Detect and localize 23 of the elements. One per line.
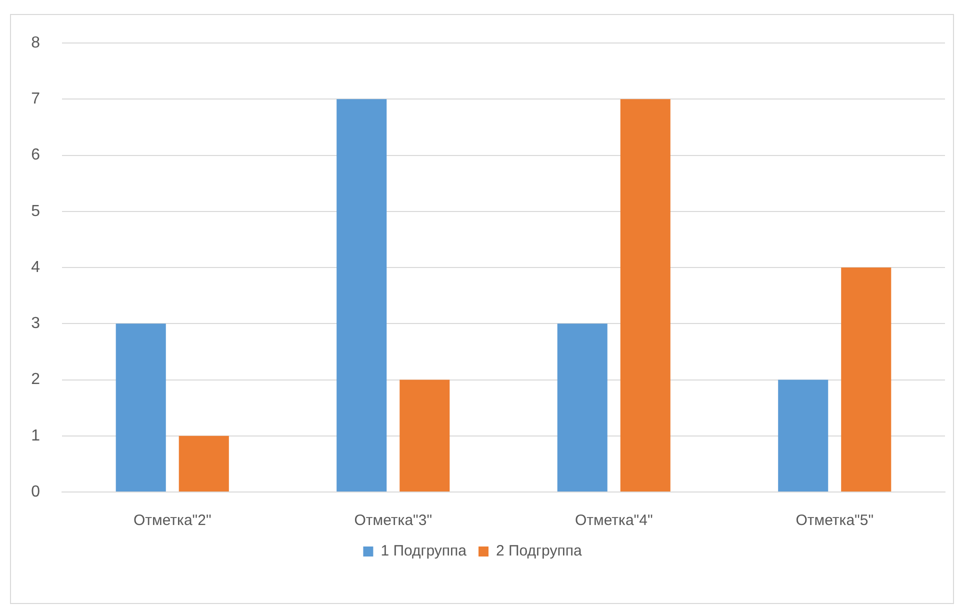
y-tick-label: 3 (31, 315, 40, 332)
bar (557, 324, 608, 492)
legend-label: 1 Подгруппа (380, 542, 468, 560)
x-tick-label: Отметка"4" (574, 512, 653, 530)
x-tick-label: Отметка"2" (133, 512, 212, 530)
y-tick-label: 2 (31, 371, 40, 388)
x-tick-label: Отметка"3" (354, 512, 432, 530)
y-tick-label: 7 (31, 90, 40, 108)
y-tick-label: 0 (31, 483, 40, 500)
y-tick-label: 5 (31, 202, 40, 220)
bar (336, 99, 387, 492)
x-tick-label: Отметка"5" (796, 512, 874, 530)
bar (620, 99, 670, 492)
bar (400, 380, 450, 492)
y-tick-label: 6 (31, 146, 40, 164)
bar (778, 380, 828, 492)
y-tick-label: 4 (31, 258, 40, 276)
bar (116, 324, 166, 492)
y-tick-label: 8 (31, 34, 40, 52)
legend-label: 2 Подгруппа (496, 542, 582, 560)
bar (841, 268, 892, 492)
bar (178, 436, 229, 492)
y-tick-label: 1 (31, 427, 40, 444)
